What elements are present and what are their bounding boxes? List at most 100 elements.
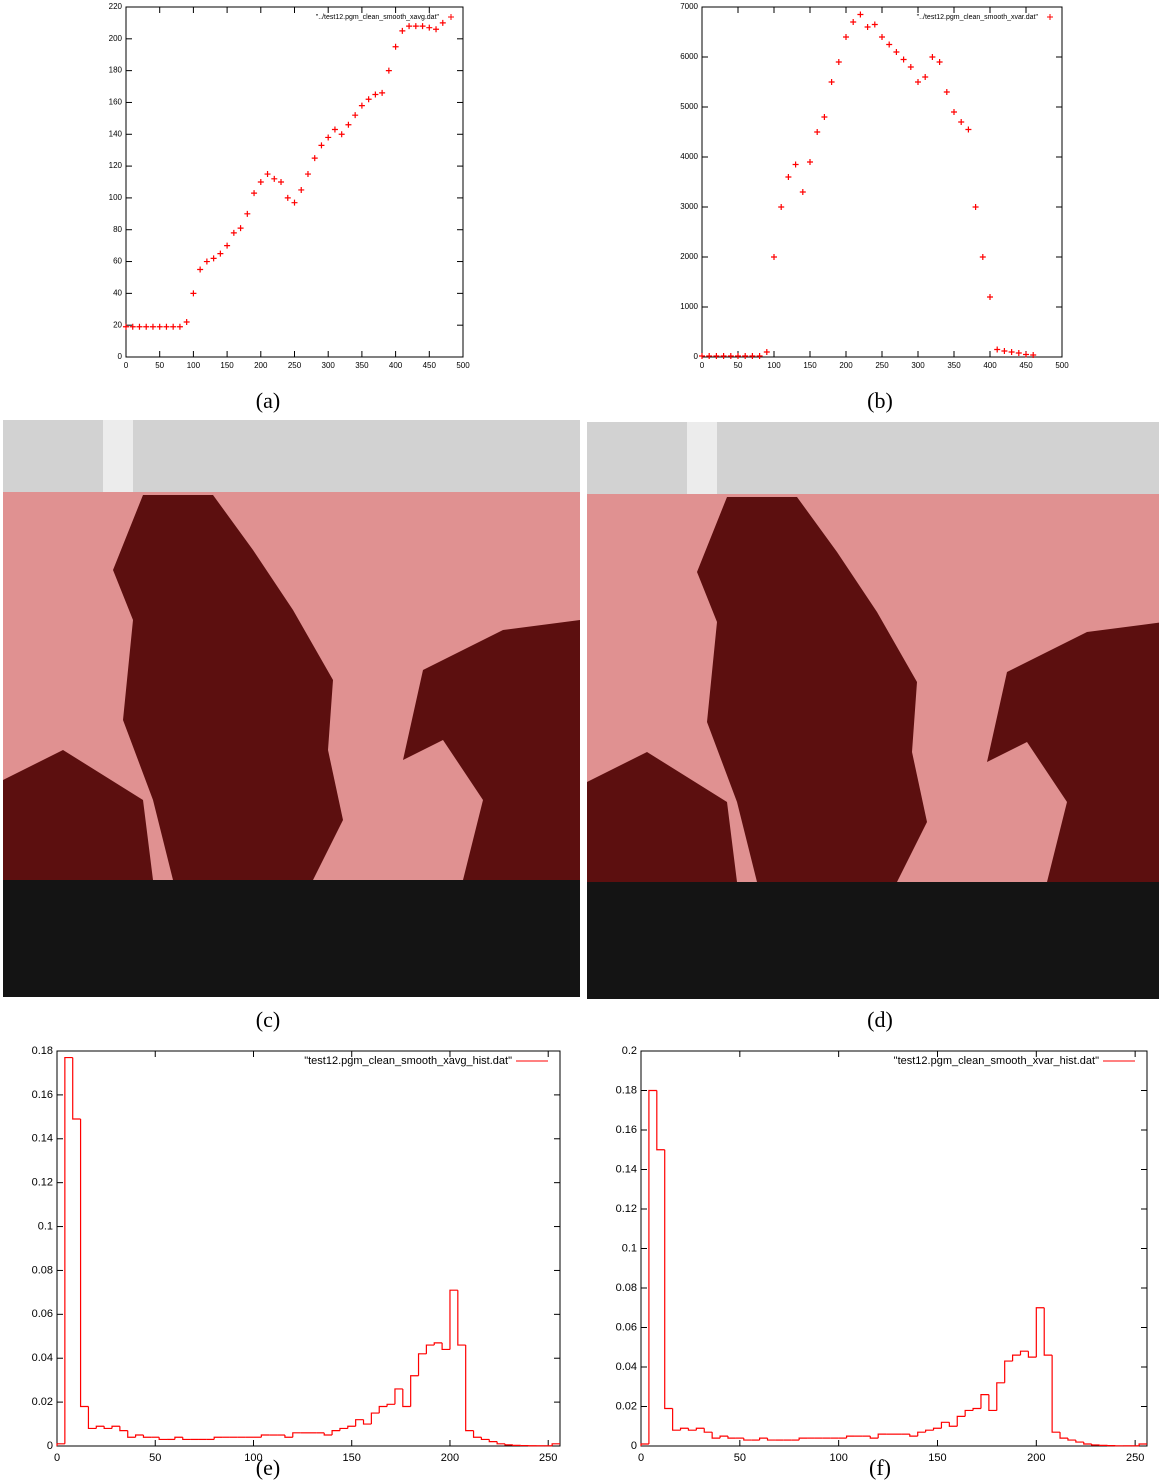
point bbox=[412, 23, 419, 30]
point bbox=[224, 242, 231, 249]
y-tick-label: 1000 bbox=[680, 302, 698, 311]
y-tick-label: 0.12 bbox=[32, 1177, 53, 1189]
point bbox=[1001, 348, 1008, 354]
point bbox=[871, 21, 878, 28]
histogram-bin bbox=[213, 1436, 223, 1440]
x-tick-label: 450 bbox=[1019, 361, 1033, 370]
histogram-bin bbox=[719, 1435, 728, 1439]
legend-marker bbox=[1047, 14, 1053, 20]
histogram-bin bbox=[1027, 1351, 1037, 1358]
point bbox=[183, 319, 190, 325]
histogram-bin bbox=[339, 1427, 348, 1431]
x-tick-label: 150 bbox=[928, 1452, 946, 1464]
point bbox=[756, 353, 763, 359]
point bbox=[338, 131, 345, 138]
histogram-bin bbox=[917, 1431, 926, 1437]
y-tick-label: 0.18 bbox=[32, 1045, 53, 1057]
point bbox=[372, 91, 379, 98]
point bbox=[190, 290, 197, 297]
histogram-bin bbox=[980, 1394, 989, 1409]
point bbox=[742, 353, 749, 359]
point bbox=[129, 323, 136, 330]
x-tick-label: 100 bbox=[767, 361, 781, 370]
point bbox=[251, 190, 258, 197]
point bbox=[406, 23, 413, 30]
point bbox=[217, 250, 224, 257]
y-tick-label: 7000 bbox=[680, 2, 698, 11]
point bbox=[352, 112, 359, 119]
histogram-bin bbox=[417, 1353, 427, 1376]
point bbox=[1030, 352, 1037, 358]
x-tick-label: 100 bbox=[829, 1452, 847, 1464]
point bbox=[379, 89, 386, 96]
histogram-bin bbox=[1075, 1440, 1084, 1443]
y-tick-label: 0.2 bbox=[622, 1045, 637, 1057]
histogram-bin bbox=[158, 1437, 168, 1441]
point bbox=[965, 126, 972, 133]
histogram-bin bbox=[1019, 1350, 1029, 1356]
histogram-bin bbox=[119, 1426, 128, 1432]
histogram-bin bbox=[1051, 1355, 1061, 1433]
point bbox=[907, 64, 914, 70]
point bbox=[799, 189, 806, 195]
y-tick-label: 0.16 bbox=[616, 1124, 637, 1136]
point bbox=[230, 229, 237, 236]
point bbox=[778, 204, 785, 210]
point bbox=[163, 323, 170, 330]
histogram-bin bbox=[1011, 1354, 1021, 1362]
plot-frame bbox=[56, 1050, 561, 1447]
point bbox=[197, 266, 204, 273]
histogram-bin bbox=[480, 1437, 490, 1441]
x-tick-label: 250 bbox=[288, 361, 302, 370]
x-tick-label: 200 bbox=[254, 361, 268, 370]
point bbox=[284, 194, 291, 201]
histogram-bin bbox=[1067, 1438, 1076, 1441]
histogram-bin bbox=[948, 1422, 958, 1427]
histogram-bin bbox=[1138, 1443, 1147, 1446]
histogram-bin bbox=[496, 1441, 505, 1445]
point bbox=[149, 323, 156, 330]
point bbox=[900, 56, 907, 63]
caption: (b) bbox=[867, 388, 893, 413]
histogram-bin bbox=[640, 1443, 649, 1446]
x-tick-label: 50 bbox=[734, 361, 743, 370]
point bbox=[419, 23, 426, 30]
point bbox=[821, 114, 828, 120]
point bbox=[136, 323, 143, 330]
y-tick-label: 160 bbox=[109, 98, 123, 107]
y-tick-label: 0.18 bbox=[616, 1084, 637, 1096]
x-tick-label: 300 bbox=[322, 361, 336, 370]
histogram-bin bbox=[551, 1443, 560, 1446]
point bbox=[311, 155, 318, 162]
histogram-bin bbox=[798, 1437, 808, 1441]
point bbox=[943, 89, 950, 95]
histogram-bin bbox=[743, 1438, 752, 1441]
histogram-bin bbox=[1091, 1444, 1100, 1446]
x-tick-label: 300 bbox=[911, 361, 925, 370]
point bbox=[399, 27, 406, 34]
image-d bbox=[587, 422, 1159, 999]
histogram-bin bbox=[1043, 1307, 1053, 1356]
image-c bbox=[3, 420, 580, 997]
x-tick-label: 100 bbox=[244, 1452, 262, 1464]
point bbox=[850, 19, 857, 25]
point bbox=[720, 353, 727, 359]
x-tick-label: 50 bbox=[734, 1452, 746, 1464]
point bbox=[879, 34, 885, 40]
histogram-bin bbox=[488, 1439, 498, 1443]
x-tick-label: 200 bbox=[839, 361, 853, 370]
caption: (d) bbox=[867, 1007, 893, 1032]
y-tick-label: 0.04 bbox=[616, 1361, 637, 1373]
point bbox=[771, 254, 777, 260]
histogram-bin bbox=[331, 1430, 340, 1436]
point bbox=[331, 126, 338, 133]
histogram-bin bbox=[362, 1419, 372, 1425]
y-tick-label: 60 bbox=[113, 257, 122, 266]
y-tick-label: 0.08 bbox=[32, 1264, 53, 1276]
x-tick-label: 50 bbox=[155, 361, 164, 370]
y-tick-label: 180 bbox=[109, 66, 123, 75]
histogram-bin bbox=[964, 1409, 974, 1417]
y-tick-label: 0.1 bbox=[622, 1242, 637, 1254]
point bbox=[291, 199, 298, 206]
